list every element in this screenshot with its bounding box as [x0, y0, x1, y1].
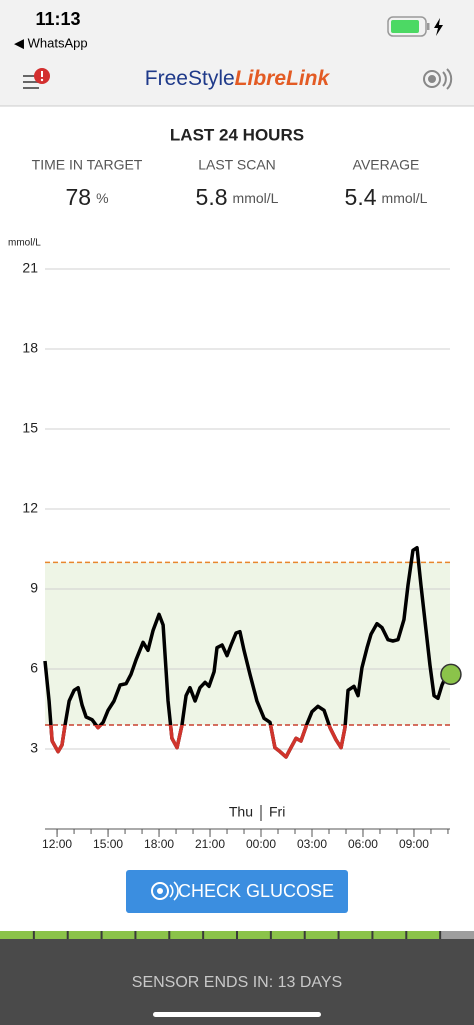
x-tick-label: 21:00 — [195, 837, 225, 851]
progress-separator — [439, 931, 442, 939]
day-label: Fri — [269, 804, 285, 820]
progress-separator — [303, 931, 306, 939]
stat-value: 78 — [65, 184, 91, 210]
progress-separator — [202, 931, 205, 939]
x-tick-label: 18:00 — [144, 837, 174, 851]
menu-button[interactable] — [23, 68, 50, 89]
day-label: Thu — [229, 804, 253, 820]
footer-bg — [0, 939, 474, 1025]
stat-label: TIME IN TARGET — [32, 157, 143, 173]
stat-unit: % — [96, 190, 108, 206]
button-label[interactable]: CHECK GLUCOSE — [178, 881, 334, 901]
progress-separator — [32, 931, 35, 939]
y-axis-label: mmol/L — [8, 238, 41, 249]
stat: 5.4 mmol/L — [345, 184, 428, 210]
status-time: 11:13 — [35, 9, 80, 29]
glucose-line — [43, 545, 449, 759]
x-tick-label: 06:00 — [348, 837, 378, 851]
progress-separator — [405, 931, 408, 939]
progress-segment — [101, 931, 136, 939]
progress-segment — [304, 931, 339, 939]
stat-unit: mmol/L — [233, 190, 279, 206]
stats: TIME IN TARGET 78 % LAST SCAN 5.8 mmol/L AVERA… — [32, 157, 428, 210]
y-tick-label: 6 — [30, 660, 38, 676]
progress-separator — [134, 931, 137, 939]
progress-segment — [270, 931, 305, 939]
stat-value: 5.8 — [196, 184, 228, 210]
app-logo: FreeStyleLibreLink — [145, 67, 331, 90]
progress-segment — [372, 931, 407, 939]
progress-separator — [100, 931, 103, 939]
logo-product: LibreLink — [235, 67, 331, 90]
stat: 78% — [65, 184, 108, 210]
stat-label: LAST SCAN — [198, 157, 276, 173]
progress-segment — [440, 931, 474, 939]
progress-separator — [66, 931, 69, 939]
progress-segment — [135, 931, 170, 939]
progress-separator — [236, 931, 238, 939]
summary-title: LAST 24 HOURS — [170, 125, 304, 144]
progress-segment — [406, 931, 441, 939]
progress-segment — [338, 931, 373, 939]
stat: 5.8 mmol/L — [196, 184, 279, 210]
last-scan-point — [440, 663, 462, 686]
progress-segment — [237, 931, 271, 939]
x-tick-label: 00:00 — [246, 837, 276, 851]
progress-segment — [33, 931, 68, 939]
progress-segment — [169, 931, 204, 939]
progress-separator — [168, 931, 171, 939]
progress-segment — [67, 931, 102, 939]
sensor-icon[interactable] — [423, 68, 453, 90]
back-link[interactable]: ◀ WhatsApp — [14, 35, 88, 50]
sensor-progress — [0, 931, 474, 939]
battery — [387, 16, 443, 37]
logo-brand: FreeStyle — [145, 67, 235, 90]
progress-separator — [337, 931, 340, 939]
y-tick-label: 9 — [30, 580, 38, 596]
x-tick-label: 03:00 — [297, 837, 327, 851]
stat-value: 5.4 — [345, 184, 377, 210]
x-tick-label: 09:00 — [399, 837, 429, 851]
x-tick-label: 15:00 — [93, 837, 123, 851]
progress-separator — [269, 931, 272, 939]
x-tick-label: 12:00 — [42, 837, 72, 851]
y-tick-label: 18 — [22, 340, 38, 356]
y-tick-label: 15 — [22, 420, 38, 436]
y-tick-label: 12 — [22, 500, 38, 516]
sensor-status: SENSOR ENDS IN: 13 DAYS — [132, 974, 342, 991]
y-tick-label: 21 — [22, 260, 38, 276]
target-band — [45, 562, 450, 725]
chart: mmol/L 3 6 9 12 15 18 21 12:00 15:00 18:00 21:00 00:… — [8, 238, 462, 851]
home-indicator — [153, 1012, 321, 1017]
stat-label: AVERAGE — [353, 157, 420, 173]
progress-separator — [371, 931, 374, 939]
y-tick-label: 3 — [30, 740, 38, 756]
stat-unit: mmol/L — [382, 190, 428, 206]
progress-segment — [203, 931, 237, 939]
check-glucose-button[interactable]: CHECK GLUCOSE — [126, 870, 348, 913]
progress-segment — [0, 931, 34, 939]
